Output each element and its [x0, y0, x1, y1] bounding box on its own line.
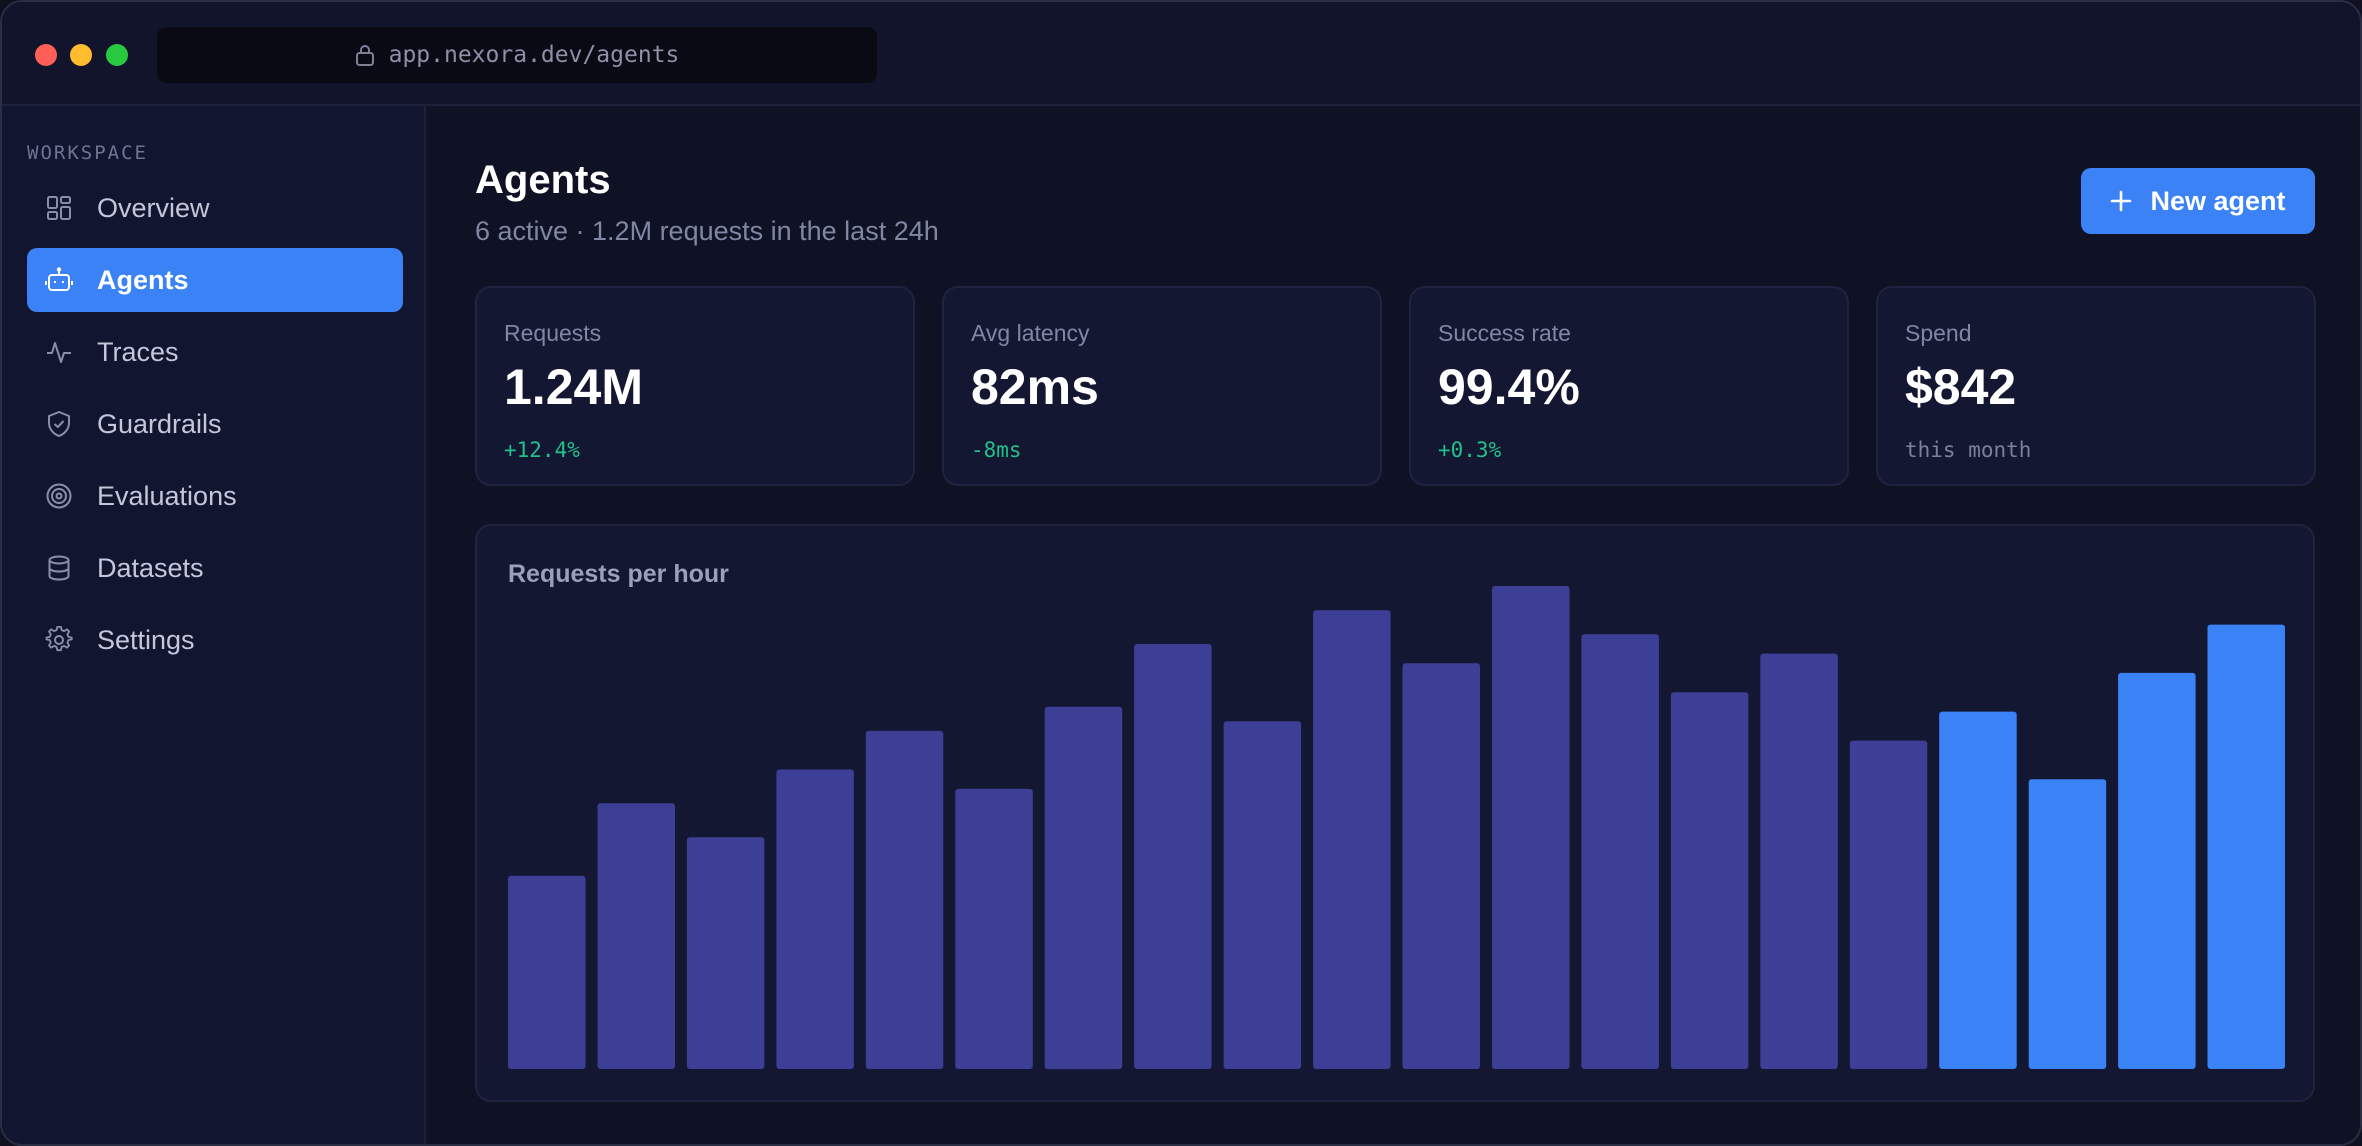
bar-hour-9 [1223, 721, 1302, 1069]
minimize-window-button[interactable] [70, 44, 92, 66]
bar-hour-15 [1760, 653, 1838, 1069]
page-title: Agents [475, 158, 611, 202]
sidebar: WORKSPACE Overview Agents Traces [2, 106, 426, 1144]
bar-hour-11 [1402, 663, 1480, 1069]
chart-title: Requests per hour [508, 560, 729, 588]
sidebar-item-label: Traces [97, 336, 179, 367]
stat-card-avg-latency: Avg latency 82ms -8ms [942, 286, 1382, 486]
requests-chart-card: Requests per hour [475, 524, 2315, 1102]
shield-check-icon [48, 411, 70, 437]
target-icon [46, 483, 72, 509]
grid-icon [47, 196, 71, 220]
main-content: Agents 6 active · 1.2M requests in the l… [428, 106, 2360, 1144]
close-window-button[interactable] [35, 44, 57, 66]
bar-hour-12 [1492, 586, 1570, 1069]
stat-label: Success rate [1438, 320, 1571, 346]
stat-delta: +12.4% [504, 438, 580, 462]
bar-hour-16 [1849, 740, 1928, 1069]
workspace-section-label: WORKSPACE [27, 142, 148, 164]
page-subtitle: 6 active · 1.2M requests in the last 24h [475, 216, 939, 246]
bot-icon [45, 267, 73, 291]
gear-icon [45, 626, 73, 652]
stat-value: 1.24M [504, 359, 643, 415]
sidebar-item-label: Overview [97, 192, 210, 223]
stat-label: Requests [504, 320, 602, 346]
sidebar-item-traces[interactable]: Traces [27, 320, 403, 384]
stat-card-spend: Spend $842 this month [1876, 286, 2316, 486]
bar-hour-2 [597, 803, 675, 1069]
sidebar-item-label: Datasets [97, 552, 204, 583]
sidebar-item-evaluations[interactable]: Evaluations [27, 464, 403, 528]
activity-icon [47, 342, 71, 363]
url-text: app.nexora.dev/agents [388, 42, 680, 68]
sidebar-item-label: Guardrails [97, 408, 222, 439]
bar-hour-5 [865, 730, 944, 1069]
stat-label: Avg latency [971, 320, 1090, 346]
address-bar[interactable]: app.nexora.dev/agents [157, 27, 877, 83]
sidebar-item-agents[interactable]: Agents [27, 248, 403, 312]
bar-hour-20 [2207, 624, 2285, 1069]
bar-hour-13 [1581, 634, 1659, 1069]
sidebar-item-label: Evaluations [97, 480, 237, 511]
title-bar: app.nexora.dev/agents [2, 2, 2360, 106]
stat-label: Spend [1905, 320, 1972, 346]
stat-value: 99.4% [1438, 359, 1580, 415]
bar-hour-10 [1313, 610, 1391, 1069]
sidebar-item-overview[interactable]: Overview [27, 176, 403, 240]
new-agent-button[interactable]: New agent [2081, 168, 2315, 234]
bar-hour-3 [686, 837, 765, 1069]
stat-delta: +0.3% [1438, 438, 1502, 462]
stat-card-requests: Requests 1.24M +12.4% [475, 286, 915, 486]
bar-hour-18 [2028, 779, 2107, 1069]
plus-icon [2111, 190, 2132, 212]
bar-hour-4 [776, 769, 854, 1069]
stat-card-success-rate: Success rate 99.4% +0.3% [1409, 286, 1849, 486]
sidebar-item-label: Settings [97, 624, 195, 655]
bar-hour-6 [955, 788, 1033, 1069]
sidebar-item-datasets[interactable]: Datasets [27, 536, 403, 600]
stat-delta: -8ms [971, 438, 1022, 462]
stat-value: $842 [1905, 359, 2017, 415]
sidebar-item-label: Agents [97, 264, 189, 295]
bar-hour-19 [2118, 672, 2196, 1069]
bar-hour-7 [1044, 706, 1123, 1070]
sidebar-item-settings[interactable]: Settings [27, 608, 403, 672]
sidebar-item-guardrails[interactable]: Guardrails [27, 392, 403, 456]
bar-hour-1 [508, 875, 586, 1069]
requests-bar-chart [508, 586, 2285, 1070]
new-agent-button-label: New agent [2150, 185, 2286, 216]
stat-value: 82ms [971, 359, 1099, 415]
bar-hour-8 [1134, 644, 1212, 1069]
maximize-window-button[interactable] [106, 44, 128, 66]
stat-delta: this month [1905, 438, 2032, 462]
bar-hour-17 [1939, 711, 2017, 1069]
lock-icon [355, 45, 374, 66]
bar-hour-14 [1670, 692, 1749, 1069]
database-icon [48, 555, 70, 581]
